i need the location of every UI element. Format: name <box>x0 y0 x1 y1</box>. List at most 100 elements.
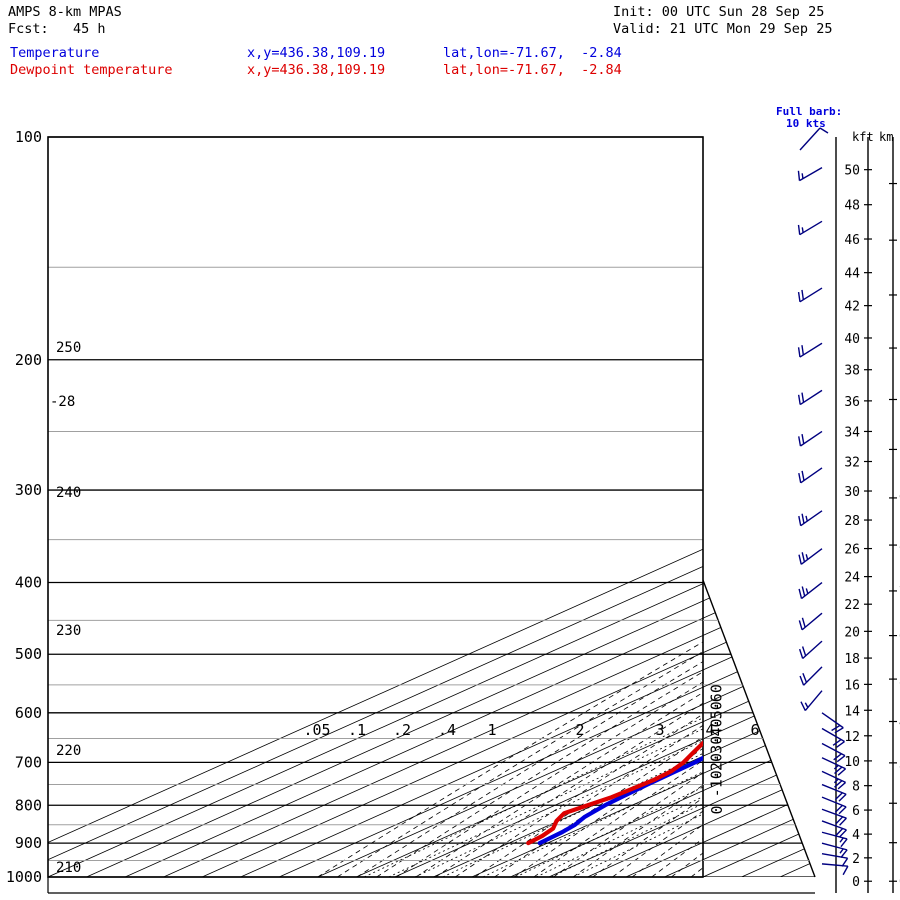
mixing-ratio-label-.4: .4 <box>438 721 456 739</box>
kft-tick-10: 10 <box>844 755 860 770</box>
wind-barb <box>798 467 823 484</box>
wind-barb <box>798 510 823 527</box>
temperature-xy: x,y=436.38,109.19 <box>247 45 386 61</box>
km-header: km <box>879 130 893 144</box>
pressure-label-200: 200 <box>15 351 42 369</box>
wind-barb <box>821 831 848 848</box>
wind-barb <box>797 342 823 358</box>
pressure-axis-labels: 100 200 300 400 500 600 700 800 900 1000 <box>6 128 42 886</box>
wind-barb <box>797 389 823 406</box>
isotherms <box>48 548 703 877</box>
wind-barb <box>821 820 847 838</box>
temperature-trace <box>537 755 703 846</box>
isotherm-right-label-0: 0 <box>708 805 726 814</box>
kft-tick-48: 48 <box>844 199 860 214</box>
isotherm-right-label--50: -50 <box>708 701 726 728</box>
wind-barb <box>797 287 823 303</box>
isotherm-right-label--10: -10 <box>708 770 726 797</box>
isotherm-right-label--30: -30 <box>708 736 726 763</box>
dewpoint-trace <box>526 740 703 846</box>
wind-barb <box>797 220 823 236</box>
forecast-hour: Fcst: 45 h <box>8 21 106 37</box>
kft-tick-24: 24 <box>844 571 860 586</box>
pressure-label-1000: 1000 <box>6 868 42 886</box>
valid-time: Valid: 21 UTC Mon 29 Sep 25 <box>613 21 833 37</box>
kft-tick-6: 6 <box>852 804 860 819</box>
wind-barb <box>798 548 823 565</box>
barb-legend-line1: Full barb: <box>776 105 843 118</box>
mixing-ratio-label-6: 6 <box>750 721 759 739</box>
kft-tick-50: 50 <box>844 164 860 179</box>
temperature-trace-path <box>537 755 703 846</box>
pressure-label-100: 100 <box>15 128 42 146</box>
wind-barb <box>821 783 847 802</box>
theta-left-labels: 250 240 230 220 210 -28 <box>50 340 81 876</box>
skew-edge <box>702 579 816 878</box>
theta-left-label-240: 240 <box>56 485 81 501</box>
barb-legend-line2: 10 kts <box>786 117 826 130</box>
wind-barb <box>821 727 845 748</box>
kft-tick-2: 2 <box>852 852 860 867</box>
plot-frame <box>47 136 816 894</box>
pressure-label-800: 800 <box>15 796 42 814</box>
wind-barb <box>821 842 848 858</box>
isotherm-right-label--60: -60 <box>707 684 725 711</box>
mixing-ratio-label-1: 1 <box>487 721 496 739</box>
pressure-label-500: 500 <box>15 645 42 663</box>
kft-tick-14: 14 <box>844 704 860 719</box>
kft-header: kft <box>852 130 874 144</box>
kft-tick-46: 46 <box>844 233 860 248</box>
wind-barb <box>797 167 823 182</box>
wind-barb <box>798 430 823 447</box>
isotherm-right-label--40: -40 <box>708 718 726 745</box>
wind-barb <box>798 640 823 660</box>
kft-tick-38: 38 <box>844 364 860 379</box>
wind-barb <box>798 581 823 600</box>
mixing-ratio-label-2: 2 <box>575 721 584 739</box>
kft-tick-34: 34 <box>844 425 860 440</box>
mixing-ratio-label-.05: .05 <box>303 721 330 739</box>
kft-tick-16: 16 <box>844 678 860 693</box>
wind-barb <box>821 712 844 734</box>
wind-barb <box>821 770 847 790</box>
wind-barb <box>798 612 823 631</box>
pressure-label-700: 700 <box>15 753 42 771</box>
isotherm-right-labels: -60-50-40-30-20-10 0 <box>707 684 726 814</box>
wind-barb <box>821 742 846 763</box>
mixing-ratio-label-.1: .1 <box>348 721 366 739</box>
theta-left-label-210: 210 <box>56 860 81 876</box>
kft-tick-36: 36 <box>844 395 860 410</box>
wind-barb <box>821 796 847 815</box>
mixing-ratio-label-.2: .2 <box>393 721 411 739</box>
kft-tick-42: 42 <box>844 300 860 315</box>
theta-left-label-230: 230 <box>56 623 81 639</box>
kft-tick-0: 0 <box>852 875 860 890</box>
wind-barb <box>821 852 849 867</box>
kft-tick-20: 20 <box>844 625 860 640</box>
pressure-label-600: 600 <box>15 704 42 722</box>
wind-barb <box>821 863 849 876</box>
theta-left-label-220: 220 <box>56 743 81 759</box>
dewpoint-trace-path <box>526 740 703 846</box>
wind-barb <box>800 690 823 712</box>
kft-tick-26: 26 <box>844 543 860 558</box>
temperature-latlon: lat,lon=-71.67, -2.84 <box>443 45 622 61</box>
kft-tick-40: 40 <box>844 332 860 347</box>
pressure-label-300: 300 <box>15 481 42 499</box>
theta-left-label-extra: -28 <box>50 394 75 410</box>
kft-tick-32: 32 <box>844 456 860 471</box>
moist-adiabats <box>317 641 703 877</box>
kft-tick-22: 22 <box>844 598 860 613</box>
mixing-ratio-label-3: 3 <box>655 721 664 739</box>
mixing-ratio-lines <box>364 717 703 877</box>
mixing-ratio-label-4: 4 <box>705 721 714 739</box>
dewpoint-latlon: lat,lon=-71.67, -2.84 <box>443 62 622 78</box>
wind-barb <box>799 666 823 686</box>
kft-tick-30: 30 <box>844 485 860 500</box>
model-title: AMPS 8-km MPAS <box>8 4 122 20</box>
wind-barb <box>821 808 847 826</box>
wind-barb <box>821 757 847 776</box>
kft-tick-18: 18 <box>844 652 860 667</box>
temperature-legend-label: Temperature <box>10 45 100 61</box>
